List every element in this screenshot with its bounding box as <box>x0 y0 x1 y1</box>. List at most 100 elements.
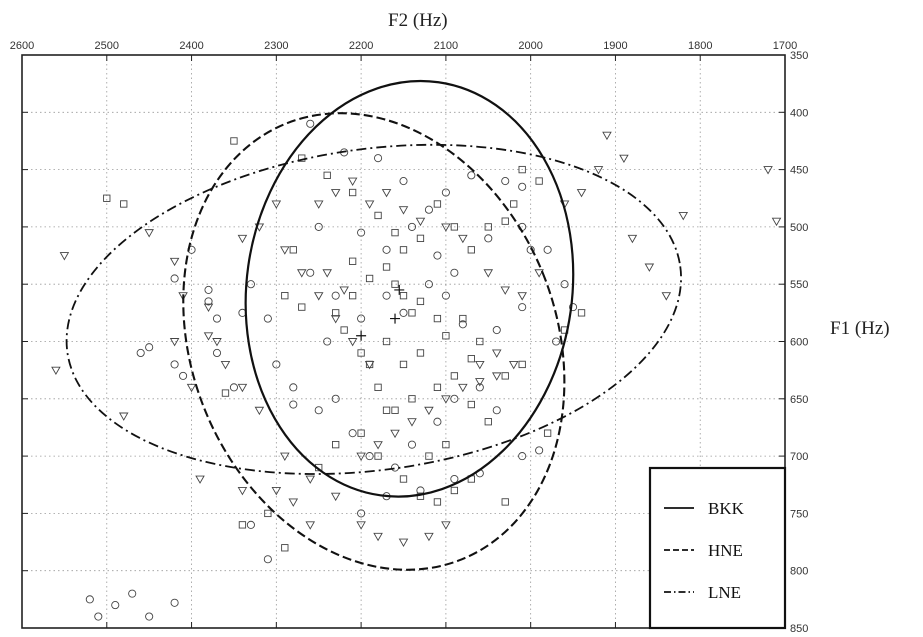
point-lne <box>475 360 485 370</box>
legend-label-bkk: BKK <box>708 499 745 518</box>
point-bkk <box>399 177 408 186</box>
point-bkk <box>357 228 366 237</box>
y-tick-label: 850 <box>790 623 808 635</box>
point-lne <box>178 292 188 301</box>
point-lne <box>424 406 434 416</box>
point-hne <box>221 389 230 397</box>
y-tick-label: 600 <box>790 337 808 349</box>
point-bkk <box>484 234 493 243</box>
point-bkk <box>433 417 442 426</box>
point-lne <box>212 338 222 347</box>
x-tick-label: 2400 <box>179 40 203 52</box>
point-lne <box>373 441 383 450</box>
point-lne <box>59 252 70 261</box>
point-hne <box>332 309 340 317</box>
y-tick-label: 350 <box>790 50 808 62</box>
point-bkk <box>441 291 450 300</box>
point-lne <box>364 360 375 370</box>
point-lne <box>280 246 290 255</box>
point-bkk <box>331 291 340 300</box>
point-hne <box>357 349 365 357</box>
tick-labels: 2600 2500 2400 2300 2200 2100 2000 1900 1800 1700… <box>10 40 809 635</box>
point-bkk <box>543 245 552 254</box>
point-lne <box>373 532 383 542</box>
point-hne <box>442 332 450 340</box>
point-hne <box>391 406 399 414</box>
point-hne <box>408 395 416 403</box>
point-hne <box>323 171 331 179</box>
x-tick-label: 2100 <box>434 40 458 52</box>
point-lne <box>407 418 417 427</box>
point-lne <box>619 154 629 164</box>
point-hne <box>348 292 357 300</box>
mean-lne <box>356 330 367 341</box>
point-bkk <box>450 394 459 403</box>
point-bkk <box>272 360 281 369</box>
point-bkk <box>518 303 527 312</box>
point-hne <box>374 452 382 460</box>
point-bkk <box>128 589 137 598</box>
point-hne <box>518 165 526 174</box>
point-hne <box>501 372 509 380</box>
mean-markers <box>356 284 405 341</box>
point-bkk <box>535 446 544 455</box>
x-tick-label: 1700 <box>773 40 797 52</box>
point-hne <box>484 418 492 426</box>
point-hne <box>501 217 509 225</box>
x-tick-label: 2000 <box>518 40 542 52</box>
point-lne <box>627 234 638 244</box>
point-bkk <box>348 429 357 438</box>
x-tick-label: 2300 <box>264 40 288 52</box>
point-bkk <box>382 245 391 254</box>
point-hne <box>442 440 450 449</box>
point-lne <box>144 229 154 238</box>
point-bkk <box>518 452 527 461</box>
point-lne <box>441 395 451 404</box>
point-lne <box>356 452 366 462</box>
point-lne <box>322 269 332 278</box>
y-tick-label: 750 <box>790 508 808 520</box>
point-hne <box>382 263 391 271</box>
point-hne <box>433 200 442 208</box>
point-bkk <box>306 268 315 277</box>
point-bkk <box>407 440 417 449</box>
point-bkk <box>212 314 222 323</box>
point-bkk <box>518 182 527 191</box>
point-lne <box>398 538 409 547</box>
point-hne <box>543 429 552 437</box>
point-hne <box>281 292 289 300</box>
mean-bkk <box>394 284 405 295</box>
point-lne <box>441 223 451 232</box>
point-lne <box>415 217 426 227</box>
point-lne <box>330 492 341 502</box>
point-lne <box>203 303 214 313</box>
point-hne <box>577 309 586 317</box>
point-lne <box>296 269 307 278</box>
point-bkk <box>94 612 103 621</box>
point-lne <box>305 475 316 484</box>
point-bkk <box>424 280 433 289</box>
point-hne <box>484 223 492 231</box>
point-lne <box>220 360 231 370</box>
point-bkk <box>365 452 374 461</box>
legend: BKK HNE LNE <box>648 466 787 630</box>
point-hne <box>433 383 442 391</box>
point-hne <box>298 303 306 311</box>
point-bkk <box>424 205 433 214</box>
legend-label-hne: HNE <box>708 541 743 560</box>
point-bkk <box>263 555 272 564</box>
point-bkk <box>458 320 467 329</box>
y-tick-label: 550 <box>790 279 808 291</box>
point-lne <box>508 360 519 370</box>
legend-box <box>648 466 787 630</box>
point-hne <box>374 383 382 391</box>
point-hne <box>382 337 391 346</box>
point-bkk <box>170 598 179 607</box>
point-bkk <box>263 314 272 323</box>
plot-frame <box>21 54 786 629</box>
point-lne <box>203 332 214 341</box>
point-bkk <box>145 343 154 352</box>
point-lne <box>491 349 502 358</box>
point-hne <box>348 257 357 265</box>
point-hne <box>391 280 399 288</box>
